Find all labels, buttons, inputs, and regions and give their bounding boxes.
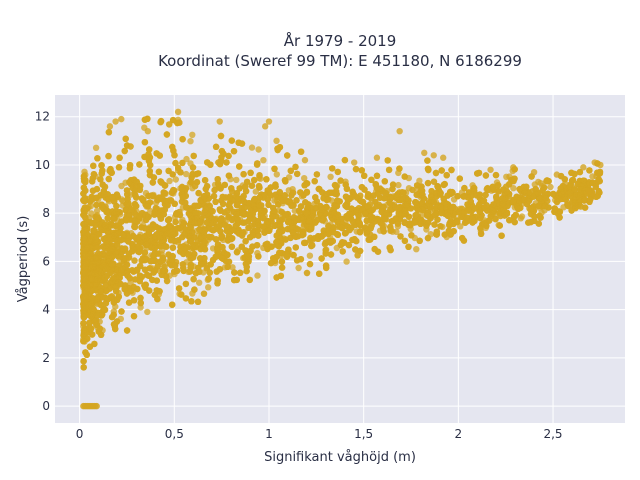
data-point [272,181,279,188]
data-point [437,223,444,230]
data-point [104,215,111,222]
data-point [189,164,197,171]
data-point [322,250,329,257]
data-point [242,238,249,245]
data-point [311,178,318,185]
data-point [535,178,542,186]
data-point [88,210,95,217]
data-point [303,269,311,277]
data-point [345,241,353,249]
data-point [233,176,240,184]
data-point [172,176,179,183]
data-point [301,175,308,182]
data-point [589,173,596,180]
data-point [187,138,194,145]
data-point [352,165,360,173]
data-point [318,255,325,262]
data-point [229,264,236,271]
data-point [278,258,286,265]
data-point [260,157,267,164]
data-point [230,148,238,155]
data-point [581,204,589,211]
data-point [527,218,534,226]
data-point [413,246,420,253]
data-point [123,187,131,194]
data-point [255,232,262,239]
data-point [163,131,171,138]
data-point [255,146,262,153]
data-point [461,184,468,192]
data-point [292,163,299,171]
data-point [535,220,542,227]
data-point [401,173,408,180]
data-point [204,159,211,166]
data-point [80,358,87,365]
data-point [374,248,382,255]
data-point [263,176,270,183]
data-point [254,272,261,279]
data-point [284,152,291,159]
data-point [287,167,294,174]
data-point [131,257,138,264]
data-point [482,191,489,199]
data-point [482,172,490,179]
data-point [306,252,314,259]
data-point [395,181,402,189]
data-point [132,192,139,199]
data-point [90,162,97,169]
data-point [384,157,391,164]
data-point [409,186,416,194]
data-points [80,108,604,410]
data-point [93,207,101,214]
data-point [196,279,203,286]
data-point [547,183,554,191]
data-point [105,152,112,160]
data-point [225,152,232,160]
data-point [200,290,208,297]
data-point [248,144,256,151]
data-point [327,173,334,180]
data-point [273,171,280,178]
data-point [183,170,190,178]
data-point [489,183,496,190]
data-point [517,215,524,222]
data-point [166,121,173,128]
data-point [327,251,335,258]
data-point [237,269,244,276]
data-point [123,327,131,334]
data-point [295,264,302,272]
data-point [92,144,100,151]
data-point [144,308,151,316]
data-point [292,244,299,251]
data-point [430,178,438,185]
data-point [343,258,350,265]
data-point [494,182,502,189]
data-point [212,198,219,205]
data-point [166,177,173,185]
data-point [210,192,218,200]
data-point [189,131,196,138]
data-point [334,168,341,176]
data-point [341,156,349,164]
data-point [178,291,185,298]
data-point [236,185,243,192]
data-point [492,171,500,179]
data-point [329,165,336,172]
data-point [236,163,243,170]
data-point [247,169,254,176]
data-point [510,185,517,192]
data-point [125,299,133,306]
data-point [205,284,212,291]
data-point [339,248,346,255]
data-point [183,155,190,163]
data-point [193,179,201,186]
